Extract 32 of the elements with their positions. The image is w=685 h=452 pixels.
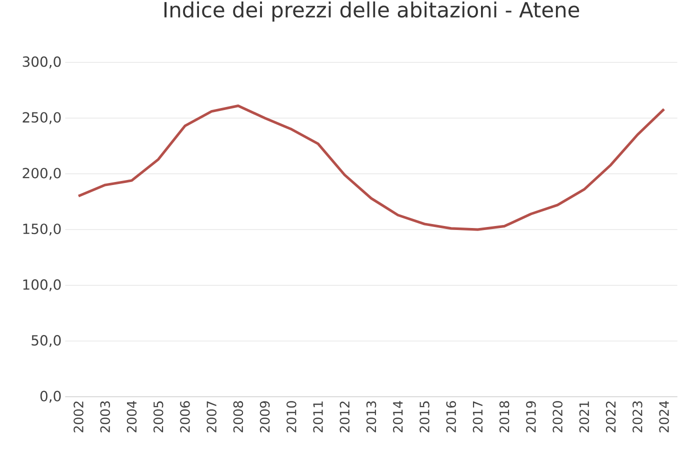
x-tick-label: 2017: [472, 401, 483, 432]
chart-title: Indice dei prezzi delle abitazioni - Atene: [164, 1, 580, 22]
x-tick-label: 2002: [74, 402, 84, 432]
y-tick-label: 150,0: [23, 224, 61, 236]
y-tick-label: 50,0: [32, 335, 61, 348]
x-tick-label: 2023: [632, 401, 642, 432]
x-tick-label: 2024: [659, 401, 669, 432]
x-tick-label: 2008: [233, 401, 244, 432]
x-tick-label: 2012: [340, 402, 350, 432]
x-tick-label: 2016: [446, 401, 456, 432]
x-tick-label: 2006: [180, 401, 190, 432]
y-tick-label: 100,0: [23, 279, 61, 292]
x-tick-label: 2020: [552, 401, 562, 432]
x-tick-label: 2015: [420, 401, 430, 432]
x-tick-label: 2003: [100, 401, 110, 432]
y-tick-label: 300,0: [22, 56, 61, 68]
x-tick-label: 2019: [526, 401, 536, 432]
x-tick-label: 2022: [606, 402, 616, 432]
x-tick-label: 2021: [579, 401, 590, 432]
line-series: [77, 104, 666, 231]
y-tick-label: 200,0: [22, 168, 61, 180]
x-tick-label: 2013: [366, 401, 376, 432]
y-tick-label: 0,0: [40, 390, 61, 403]
x-tick-label: 2010: [286, 401, 296, 432]
x-tick-label: 2011: [313, 401, 323, 432]
y-tick-label: 250,0: [22, 112, 61, 124]
x-tick-label: 2004: [126, 401, 137, 432]
x-tick-label: 2018: [499, 401, 510, 432]
x-tick-label: 2005: [153, 401, 164, 432]
x-tick-label: 2007: [206, 401, 216, 432]
x-tick-label: 2014: [392, 401, 403, 432]
x-tick-label: 2009: [260, 401, 270, 432]
